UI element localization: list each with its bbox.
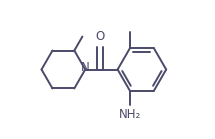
Text: NH₂: NH₂ [119, 108, 141, 121]
Text: O: O [95, 30, 104, 43]
Text: N: N [81, 61, 90, 74]
